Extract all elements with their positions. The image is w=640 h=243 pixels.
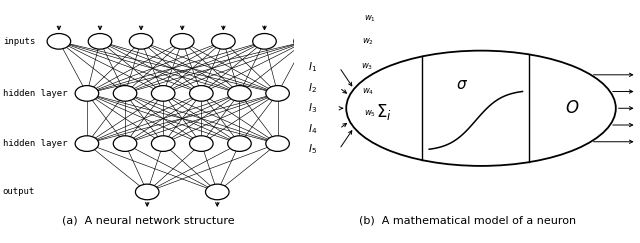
Text: output: output [3,187,35,196]
Text: $I_4$: $I_4$ [308,122,317,136]
Circle shape [266,86,289,101]
Circle shape [205,184,229,200]
Circle shape [228,86,252,101]
Circle shape [228,136,252,151]
Text: $O$: $O$ [565,99,580,117]
Circle shape [253,34,276,49]
Circle shape [189,136,213,151]
Text: inputs: inputs [3,37,35,46]
Circle shape [152,136,175,151]
Text: $\sigma$: $\sigma$ [456,77,468,92]
Text: $w_4$: $w_4$ [362,86,374,96]
Text: $I_5$: $I_5$ [308,142,317,156]
Circle shape [189,86,213,101]
Circle shape [266,136,289,151]
Circle shape [212,34,235,49]
Text: $\Sigma_i$: $\Sigma_i$ [376,102,392,122]
Text: $I_2$: $I_2$ [308,81,317,95]
Circle shape [113,136,137,151]
Circle shape [129,34,153,49]
Text: hidden layer: hidden layer [3,139,67,148]
Circle shape [170,34,194,49]
Circle shape [75,86,99,101]
Text: $I_1$: $I_1$ [308,61,317,74]
Circle shape [88,34,112,49]
Text: $w_1$: $w_1$ [364,14,376,24]
Circle shape [47,34,70,49]
Circle shape [75,136,99,151]
Circle shape [136,184,159,200]
Text: hidden layer: hidden layer [3,89,67,98]
Text: $I_3$: $I_3$ [308,101,317,115]
Circle shape [294,34,317,49]
Text: $w_3$: $w_3$ [361,61,373,72]
Text: (b)  A mathematical model of a neuron: (b) A mathematical model of a neuron [358,216,576,226]
Text: $w_5$: $w_5$ [364,109,376,119]
Text: (a)  A neural network structure: (a) A neural network structure [62,216,235,226]
Text: $w_2$: $w_2$ [362,36,374,47]
Circle shape [113,86,137,101]
Circle shape [152,86,175,101]
